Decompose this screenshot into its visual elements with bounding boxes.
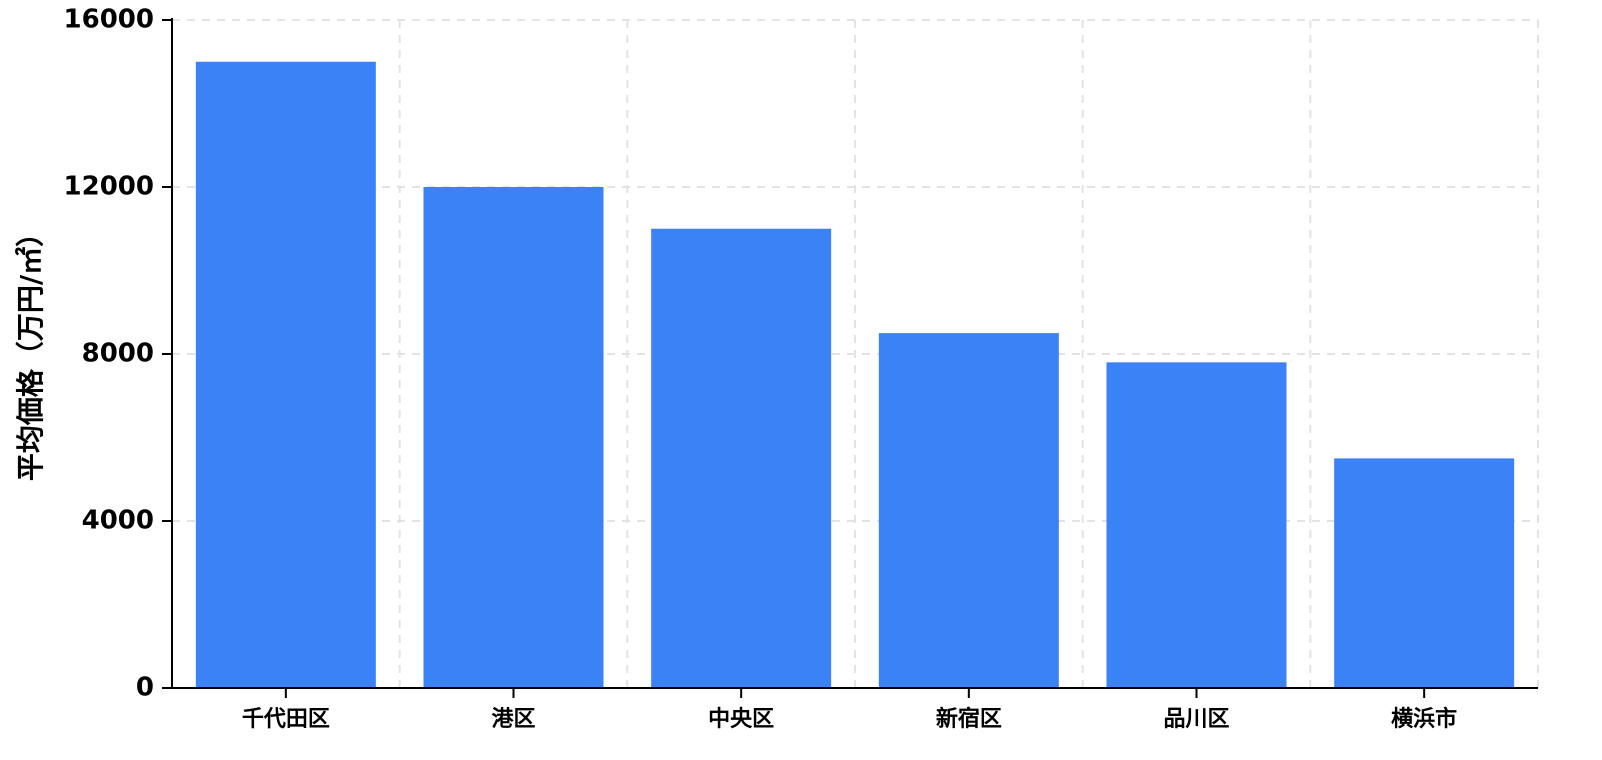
axis-layer: 0 4000 8000 12000 16000 千代田区 港区 中央区 新宿区 品川区 横浜市 bbox=[64, 5, 1538, 732]
bar bbox=[878, 333, 1059, 688]
x-tick-label: 中央区 bbox=[708, 706, 774, 732]
bar bbox=[195, 61, 376, 688]
y-tick-label: 0 bbox=[136, 673, 154, 703]
y-tick-label: 12000 bbox=[64, 172, 154, 202]
bar-layer bbox=[195, 61, 1515, 688]
bar bbox=[651, 228, 832, 688]
x-tick-label: 港区 bbox=[491, 707, 535, 732]
x-tick-label: 品川区 bbox=[1163, 707, 1229, 732]
y-tick-label: 4000 bbox=[82, 506, 154, 536]
y-tick-label: 8000 bbox=[82, 339, 154, 369]
x-tick-label: 新宿区 bbox=[936, 706, 1002, 732]
bar bbox=[1334, 458, 1515, 688]
x-tick-label: 千代田区 bbox=[242, 707, 330, 732]
bar bbox=[423, 187, 604, 688]
x-tick-label: 横浜市 bbox=[1391, 706, 1457, 732]
bar bbox=[1106, 362, 1287, 688]
y-axis-title: 平均価格（万円/㎡） bbox=[14, 219, 47, 481]
grid-layer bbox=[172, 19, 1539, 688]
y-tick-label: 16000 bbox=[64, 5, 154, 35]
